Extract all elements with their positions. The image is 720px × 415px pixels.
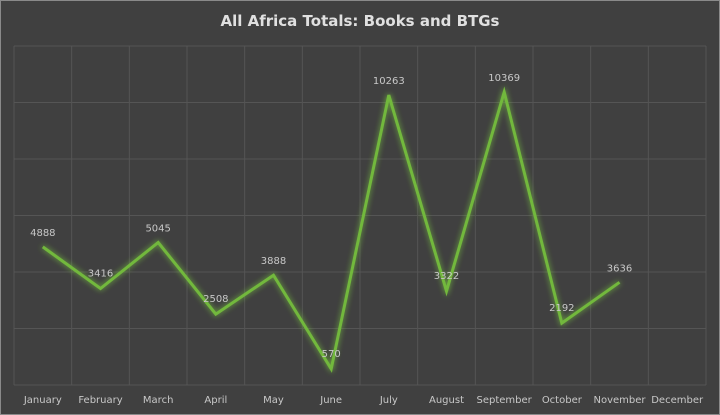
x-tick-label: October: [542, 395, 583, 406]
x-tick-label: December: [651, 395, 704, 406]
x-tick-label: February: [78, 395, 122, 406]
data-label: 3636: [607, 263, 632, 274]
data-label: 3322: [434, 271, 459, 282]
x-tick-label: September: [477, 395, 533, 406]
data-label: 570: [322, 349, 341, 360]
x-tick-label: January: [23, 395, 62, 406]
x-tick-label: March: [143, 395, 173, 406]
x-tick-label: July: [379, 395, 398, 406]
x-tick-label: August: [429, 395, 464, 406]
data-label: 2508: [203, 294, 228, 305]
data-label: 5045: [145, 223, 170, 234]
x-tick-label: May: [263, 395, 284, 406]
data-label: 2192: [549, 303, 574, 314]
x-tick-label: June: [319, 395, 342, 406]
data-label: 10263: [373, 76, 405, 87]
data-label: 3888: [261, 256, 286, 267]
data-label: 4888: [30, 228, 55, 239]
data-label: 10369: [488, 73, 520, 84]
x-tick-label: April: [204, 395, 227, 406]
x-tick-label: November: [593, 395, 646, 406]
data-label: 3416: [88, 268, 113, 279]
series-line: [41, 86, 621, 373]
chart-title: All Africa Totals: Books and BTGs: [220, 12, 500, 30]
